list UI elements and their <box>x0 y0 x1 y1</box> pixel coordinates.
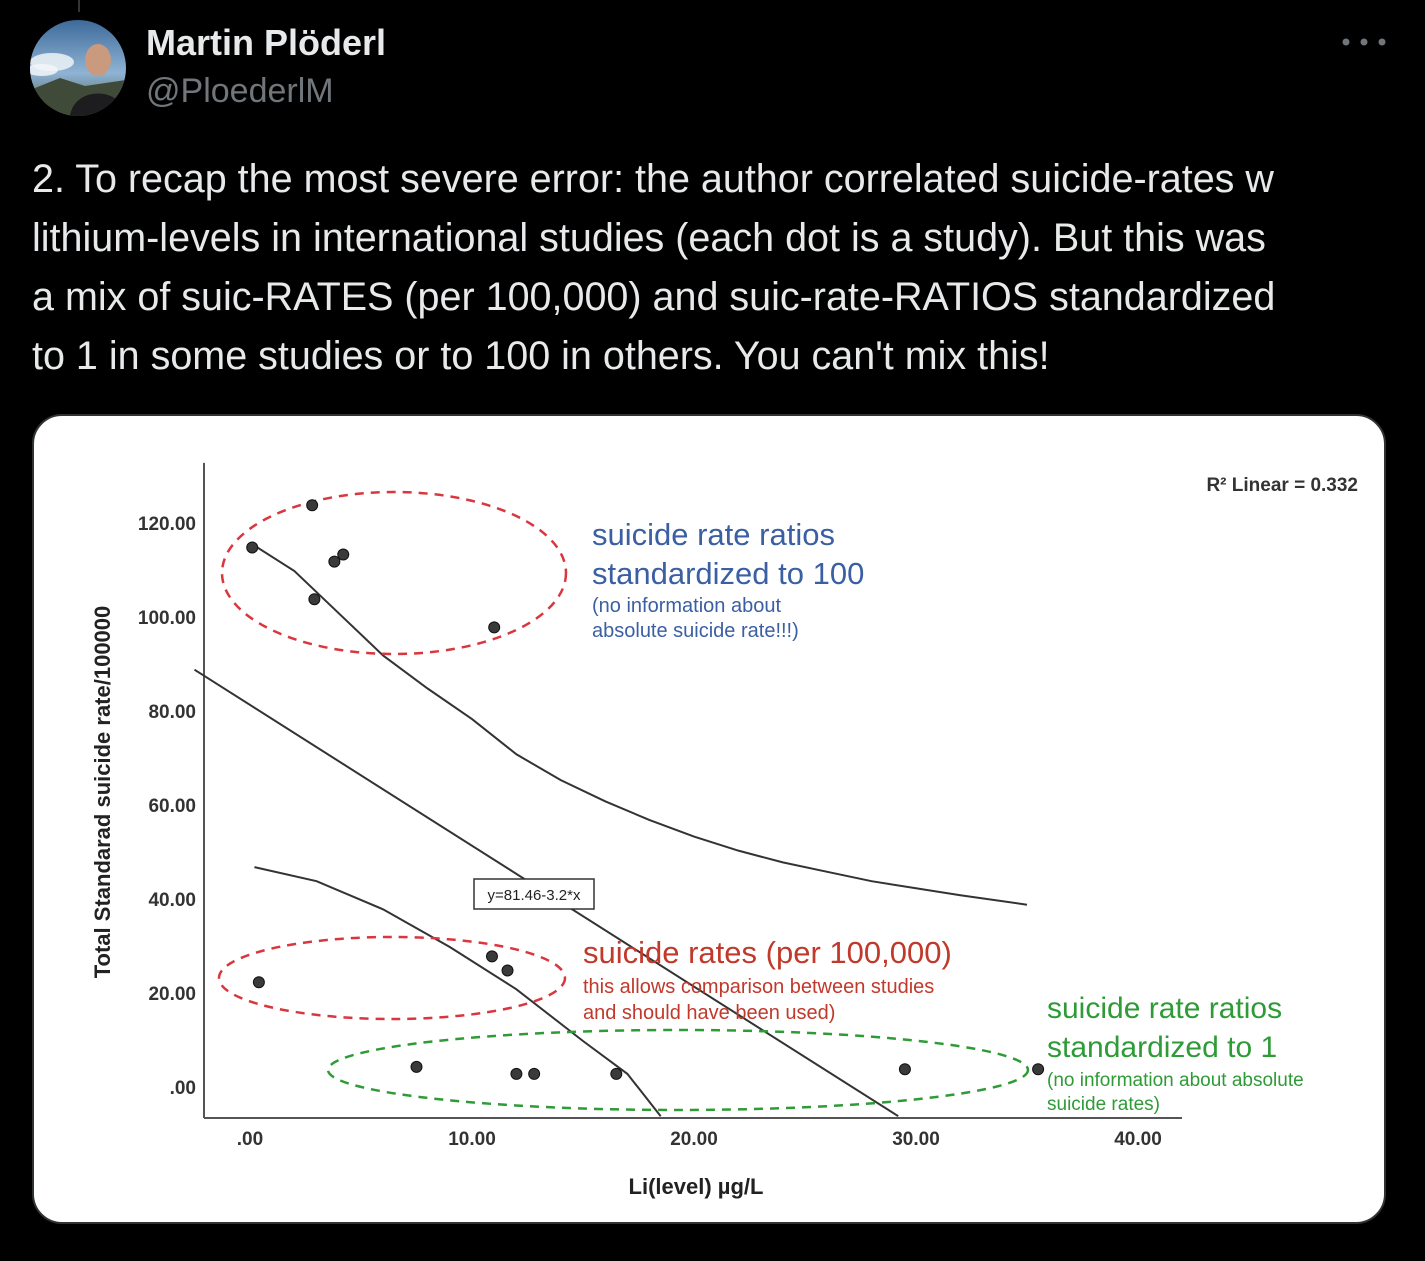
annotation-title-ratios-1: suicide rate ratios <box>1047 992 1282 1025</box>
scatter-chart: .00 10.00 20.00 30.00 40.00 .00 20.00 40.00 60.0… <box>90 462 1358 1199</box>
data-point <box>246 541 259 554</box>
thread-connector-line <box>78 0 80 12</box>
y-tick-label: 120.00 <box>138 514 196 535</box>
data-point <box>1032 1063 1045 1076</box>
data-point <box>528 1067 541 1080</box>
tweet-line: to 1 in some studies or to 100 in others… <box>32 334 1050 378</box>
r-squared-label: R² Linear = 0.332 <box>1206 475 1358 496</box>
lower-band-line <box>254 866 662 1117</box>
annotation-note-rates-100000: this allows comparison between studies <box>583 976 934 998</box>
data-point <box>510 1067 523 1080</box>
data-point <box>501 964 514 977</box>
data-point <box>898 1063 911 1076</box>
tweet-line: a mix of suic-RATES (per 100,000) and su… <box>32 275 1276 319</box>
annotation-note-ratios-1: suicide rates) <box>1047 1094 1160 1115</box>
y-tick-label: 100.00 <box>138 608 196 629</box>
y-tick-label: 40.00 <box>148 890 196 911</box>
y-axis-title: Total Standarad suicide rate/100000 <box>90 606 115 979</box>
more-options-icon[interactable] <box>1340 36 1388 48</box>
user-avatar-photo-icon <box>30 20 126 116</box>
data-point <box>410 1060 423 1073</box>
annotation-note-ratios-100: (no information about <box>592 595 781 617</box>
tweet-line: 2. To recap the most severe error: the a… <box>32 157 1274 201</box>
y-tick-label: 80.00 <box>148 702 196 723</box>
x-tick-label: 20.00 <box>670 1129 718 1150</box>
author-handle[interactable]: @PloederlM <box>146 72 334 110</box>
x-tick-label: 40.00 <box>1114 1129 1162 1150</box>
x-tick-label: .00 <box>237 1129 263 1150</box>
x-axis-title: Li(level) µg/L <box>629 1174 764 1199</box>
annotation-title-rates-100000: suicide rates (per 100,000) <box>583 935 952 970</box>
x-tick-label: 10.00 <box>448 1129 496 1150</box>
y-tick-label: 60.00 <box>148 796 196 817</box>
data-point <box>252 976 265 989</box>
data-point <box>337 548 350 561</box>
fit-equation-label: y=81.46-3.2*x <box>488 887 581 904</box>
tweet-text: 2. To recap the most severe error: the a… <box>32 150 1382 386</box>
data-point <box>610 1067 623 1080</box>
data-point <box>308 593 321 606</box>
y-tick-label: .00 <box>170 1078 196 1099</box>
annotation-title-ratios-1: standardized to 1 <box>1047 1031 1277 1064</box>
avatar[interactable] <box>30 20 126 116</box>
tweet-media-image[interactable]: .00 10.00 20.00 30.00 40.00 .00 20.00 40.00 60.0… <box>32 414 1386 1224</box>
annotation-title-ratios-100: suicide rate ratios <box>592 517 835 552</box>
annotation-note-ratios-100: absolute suicide rate!!!) <box>592 620 799 642</box>
upper-band-line <box>249 541 1028 906</box>
annotation-note-rates-100000: and should have been used) <box>583 1002 835 1024</box>
author-name[interactable]: Martin Plöderl <box>146 22 387 63</box>
annotation-note-ratios-1: (no information about absolute <box>1047 1070 1304 1091</box>
ellipse-ratios-100 <box>220 490 568 656</box>
y-tick-label: 20.00 <box>148 984 196 1005</box>
tweet-line: lithium-levels in international studies … <box>32 216 1266 260</box>
data-point <box>485 950 498 963</box>
annotation-title-ratios-100: standardized to 100 <box>592 556 864 591</box>
data-point <box>328 555 341 568</box>
data-point <box>488 621 501 634</box>
ellipse-ratios-1 <box>326 1028 1030 1112</box>
x-tick-label: 30.00 <box>892 1129 940 1150</box>
fit-equation-box <box>473 878 595 910</box>
data-point <box>306 499 319 512</box>
ellipse-rates-100000 <box>217 935 567 1021</box>
